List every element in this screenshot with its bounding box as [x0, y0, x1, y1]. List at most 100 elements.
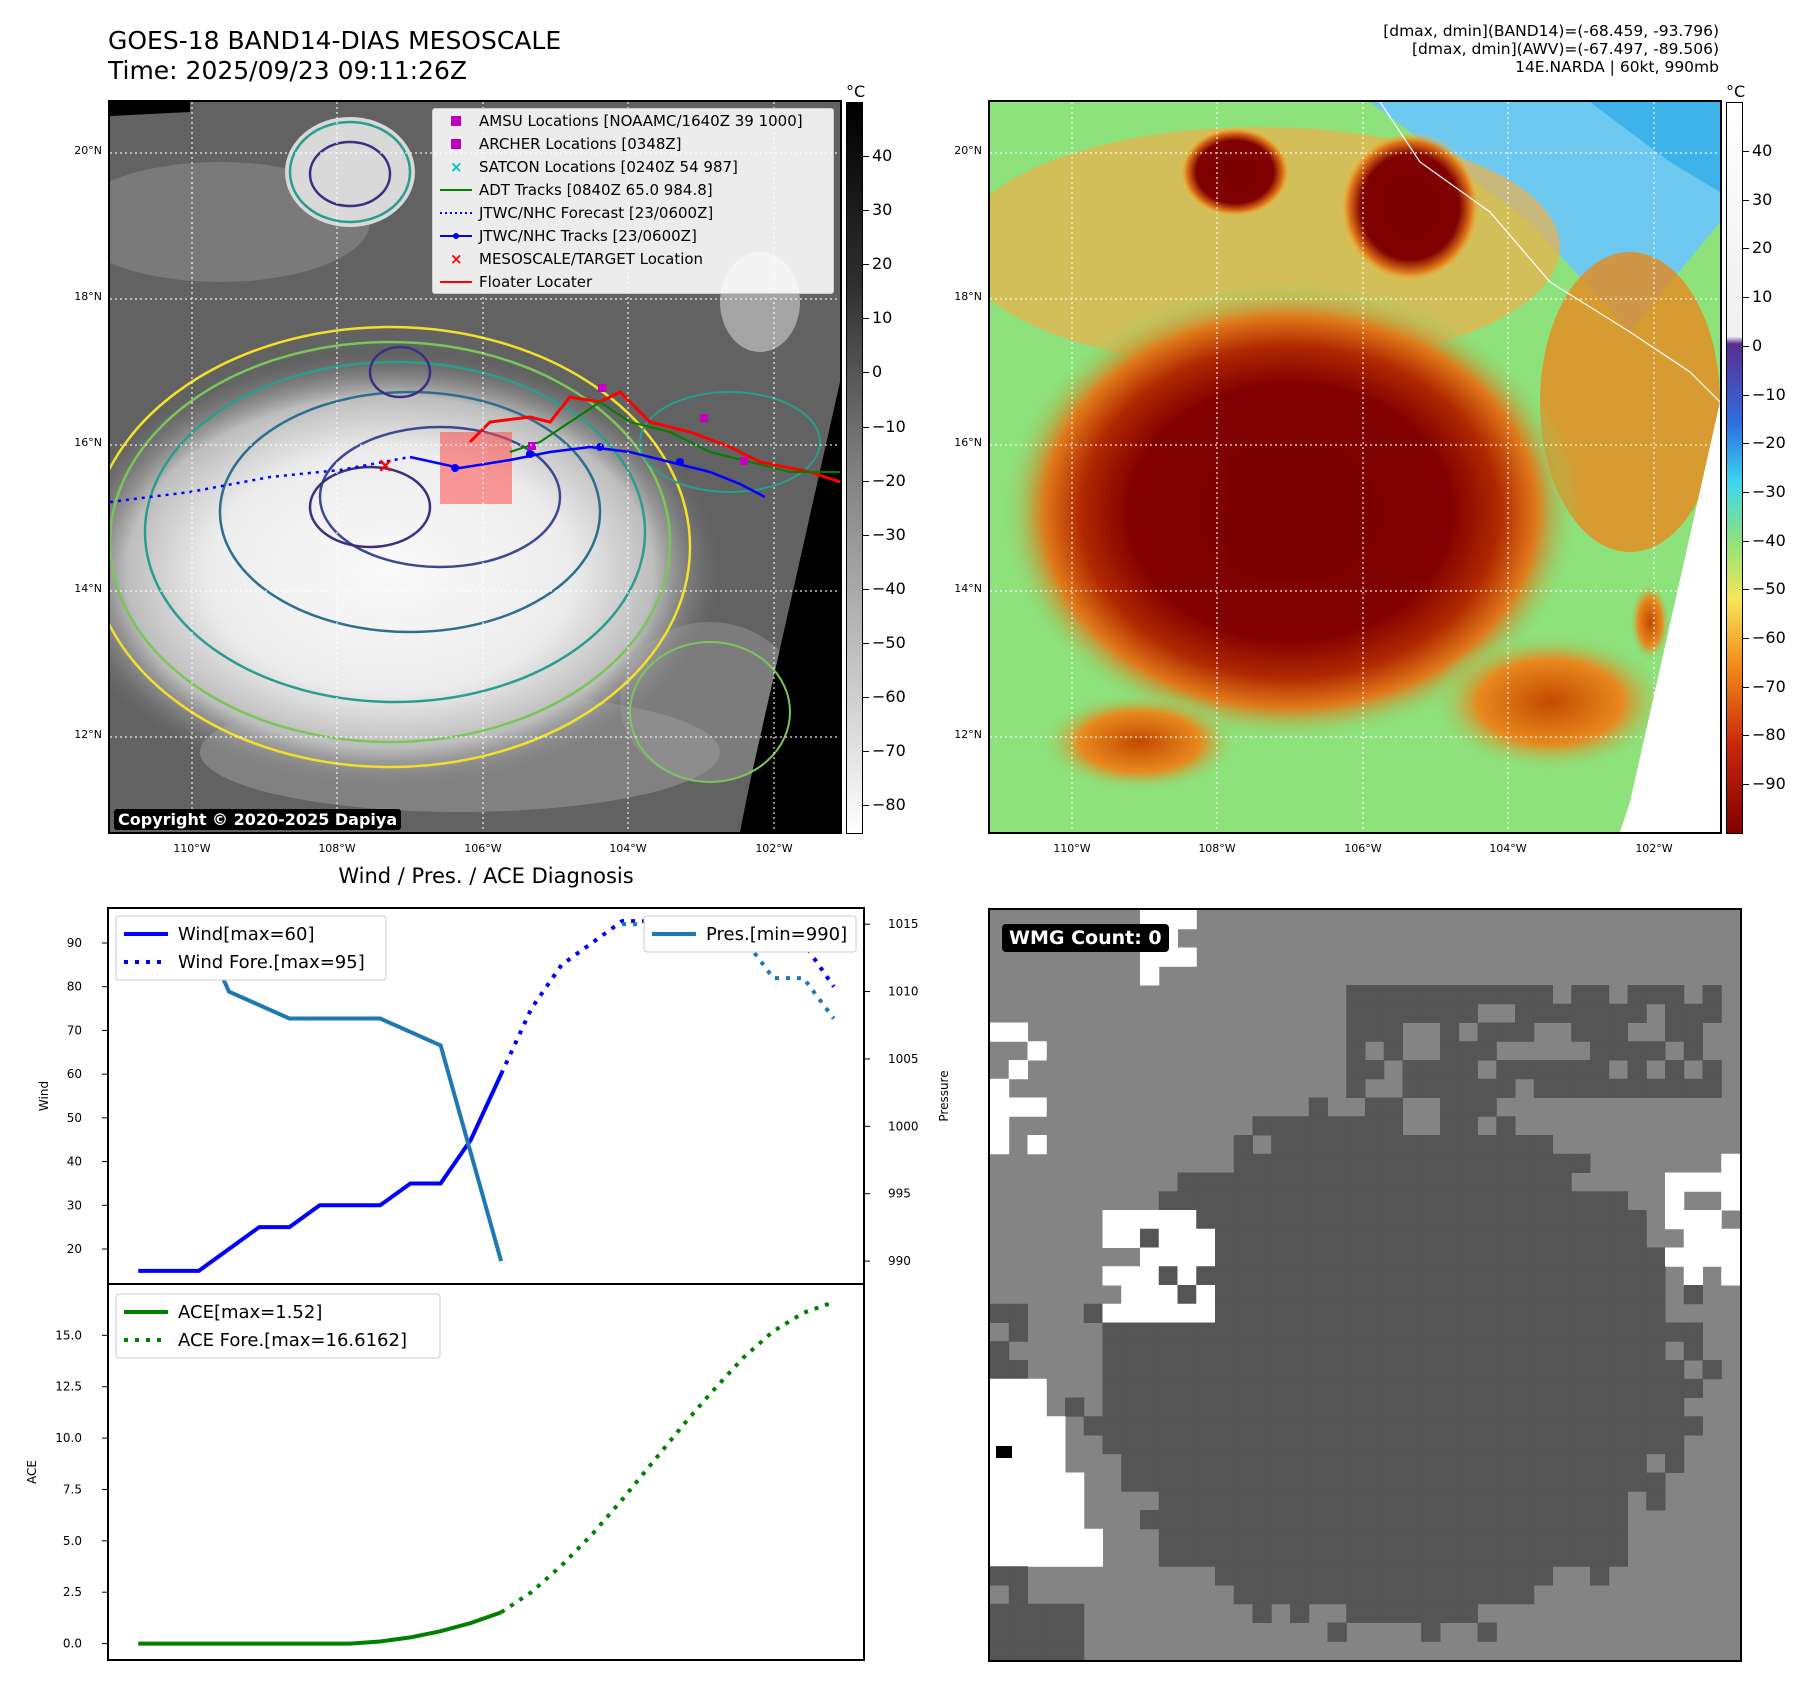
colorbar-tick-label: −70	[1752, 676, 1786, 696]
legend-entry: AMSU Locations [NOAAMC/1640Z 39 1000]	[433, 109, 833, 132]
wmg-panel: WMG Count: 0	[988, 908, 1742, 1662]
colorbar-tick-mark	[1743, 784, 1749, 786]
diagnosis-chart: 20 30 40 50 60 70 80 90 990 995 1000 1005 1010 1015 0.…	[25, 907, 951, 1661]
lat-label: 12°N	[74, 728, 102, 741]
ace-ytick-label: 12.5	[55, 1380, 82, 1394]
colorbar-tick-label: −30	[872, 524, 906, 544]
colorbar-tick-label: 10	[872, 308, 893, 328]
colorbar-tick-label: 20	[1752, 238, 1773, 258]
colorbar-tick-label: −50	[1752, 579, 1786, 599]
legend-entry: × SATCON Locations [0240Z 54 987]	[433, 155, 833, 178]
colorbar-tick-label: −60	[872, 687, 906, 706]
lon-label: 102°W	[1635, 842, 1673, 855]
pres-ytick-label: 1000	[888, 1119, 919, 1133]
colorbar-tick-label: 20	[872, 254, 893, 274]
pres-ytick-label: 1005	[888, 1052, 919, 1066]
lat-label: 14°N	[74, 582, 102, 595]
wind-ytick-label: 30	[67, 1198, 82, 1212]
pressure-legend: Pres.[min=990]	[643, 915, 857, 953]
colorbar-tick-mark	[863, 805, 869, 807]
colorbar-tick-mark	[863, 156, 869, 157]
chart-legend-label: Wind[max=60]	[178, 924, 315, 945]
awv-colorbar-unit: °C	[1726, 82, 1746, 101]
colorbar-tick-label: −20	[1752, 433, 1786, 453]
legend-symbol-icon: ×	[433, 160, 479, 174]
colorbar-tick-label: −80	[1752, 725, 1786, 745]
colorbar-tick-mark	[863, 210, 869, 212]
info-block: [dmax, dmin](BAND14)=(-68.459, -93.796) …	[1383, 22, 1719, 76]
ace-ytick-label: 10.0	[55, 1431, 82, 1445]
colorbar-tick-mark	[863, 697, 869, 698]
svg-text:×: ×	[377, 453, 394, 477]
lon-label: 110°W	[1053, 842, 1091, 855]
legend-label: MESOSCALE/TARGET Location	[479, 249, 704, 268]
chart-legend-label: Wind Fore.[max=95]	[178, 952, 365, 973]
ace-axis-label: ACE	[25, 1460, 39, 1484]
colorbar-tick-label: −40	[872, 578, 906, 598]
legend-symbol-icon	[433, 275, 479, 289]
title-line-2: Time: 2025/09/23 09:11:26Z	[108, 56, 467, 85]
lat-label: 18°N	[954, 290, 982, 303]
colorbar-tick-label: 30	[1752, 189, 1773, 209]
legend-entry: ADT Tracks [0840Z 65.0 984.8]	[433, 178, 833, 201]
pres-ytick-label: 995	[888, 1187, 911, 1201]
colorbar-tick-mark	[863, 751, 869, 753]
colorbar-tick-label: −80	[872, 795, 906, 815]
wmg-grid-image	[990, 910, 1740, 1660]
info-line-2: [dmax, dmin](AWV)=(-67.497, -89.506)	[1412, 40, 1719, 58]
svg-text:×: ×	[450, 252, 463, 266]
wind-ytick-label: 60	[67, 1067, 82, 1081]
lat-label: 20°N	[74, 144, 102, 157]
colorbar-tick-mark	[863, 318, 869, 320]
colorbar-tick-mark	[1743, 199, 1749, 201]
colorbar-tick-label: −10	[872, 416, 906, 436]
lon-label: 108°W	[318, 842, 356, 855]
ace-series-1	[500, 1300, 835, 1614]
wind-ytick-label: 80	[67, 980, 82, 994]
colorbar-tick-label: 0	[872, 362, 883, 382]
legend-entry: JTWC/NHC Tracks [23/0600Z]	[433, 224, 833, 247]
lon-label: 106°W	[464, 842, 502, 855]
legend-label: JTWC/NHC Tracks [23/0600Z]	[479, 226, 697, 245]
legend-entry: ARCHER Locations [0348Z]	[433, 132, 833, 155]
lon-label: 102°W	[755, 842, 793, 855]
colorbar-tick-mark	[1743, 589, 1749, 591]
colorbar-tick-label: −60	[1752, 628, 1786, 647]
legend-entry: Floater Locater	[433, 270, 833, 293]
legend-symbol-icon	[433, 206, 479, 220]
colorbar-tick-label: 0	[1752, 335, 1763, 355]
lon-label: 104°W	[609, 842, 647, 855]
colorbar-tick-label: −90	[1752, 774, 1786, 794]
wind-ytick-label: 20	[67, 1242, 82, 1256]
colorbar-tick-mark	[1743, 248, 1749, 250]
legend-symbol-icon	[433, 137, 479, 151]
colorbar-tick-mark	[1743, 443, 1749, 445]
lon-label: 110°W	[173, 842, 211, 855]
svg-text:×: ×	[450, 160, 463, 174]
colorbar-tick-mark	[863, 264, 869, 266]
lat-label: 16°N	[954, 436, 982, 449]
ace-legend: ACE[max=1.52] ACE Fore.[max=16.6162]	[115, 1293, 441, 1359]
ace-series-0	[138, 1610, 502, 1646]
lat-label: 18°N	[74, 290, 102, 303]
lon-label: 108°W	[1198, 842, 1236, 855]
info-line-1: [dmax, dmin](BAND14)=(-68.459, -93.796)	[1383, 22, 1719, 40]
wind-ytick-label: 90	[67, 936, 82, 950]
pres-ytick-label: 1010	[888, 985, 919, 999]
figure-title: GOES-18 BAND14-DIAS MESOSCALE Time: 2025…	[108, 26, 561, 86]
lat-label: 16°N	[74, 436, 102, 449]
wmg-count-badge: WMG Count: 0	[1002, 924, 1169, 952]
colorbar-tick-label: 40	[872, 146, 893, 165]
legend-symbol-icon	[433, 183, 479, 197]
legend-label: SATCON Locations [0240Z 54 987]	[479, 157, 738, 176]
colorbar-tick-label: 40	[1752, 141, 1773, 160]
legend-label: ARCHER Locations [0348Z]	[479, 134, 682, 153]
colorbar-tick-mark	[863, 642, 869, 644]
colorbar-tick-label: −70	[872, 741, 906, 761]
colorbar-tick-mark	[863, 372, 869, 374]
ace-ytick-label: 5.0	[63, 1534, 82, 1548]
colorbar-tick-mark	[863, 588, 869, 590]
colorbar-tick-mark	[1743, 297, 1749, 299]
chart-legend-label: Pres.[min=990]	[706, 924, 847, 945]
ace-ytick-label: 15.0	[55, 1328, 82, 1342]
